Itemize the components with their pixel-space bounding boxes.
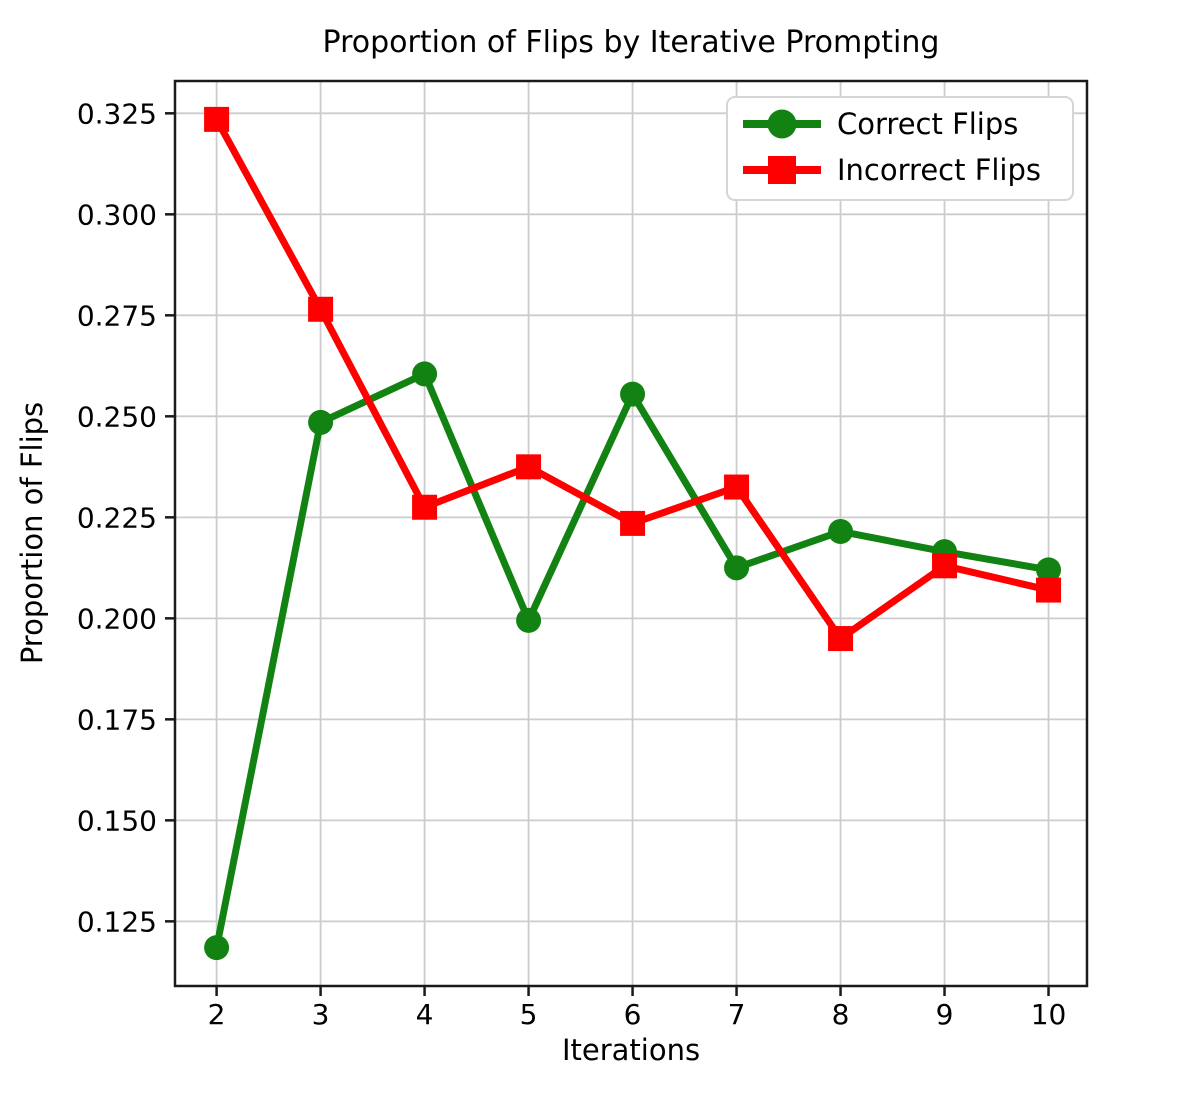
data-point-correct-flips bbox=[1036, 557, 1062, 583]
data-point-incorrect-flips bbox=[516, 454, 542, 480]
data-point-incorrect-flips bbox=[204, 106, 230, 132]
data-point-correct-flips bbox=[308, 409, 334, 435]
legend-marker-square bbox=[768, 156, 796, 184]
data-point-incorrect-flips bbox=[828, 626, 854, 652]
data-point-incorrect-flips bbox=[620, 510, 646, 536]
x-tick-label: 9 bbox=[936, 998, 954, 1031]
series-layer bbox=[204, 106, 1062, 961]
x-tick-label: 4 bbox=[416, 998, 434, 1031]
data-point-incorrect-flips bbox=[1036, 577, 1062, 603]
legend-label-incorrect-flips: Incorrect Flips bbox=[837, 153, 1041, 187]
data-point-correct-flips bbox=[724, 555, 750, 581]
legend-marker-circle bbox=[767, 109, 797, 139]
data-point-incorrect-flips bbox=[308, 296, 334, 322]
data-point-correct-flips bbox=[412, 361, 438, 387]
tick-layer: 2 3 4 5 6 7 8 9 10 0.125 0.150 0.175 0.200 0.225 0.250… bbox=[77, 97, 1067, 1031]
legend: Correct Flips Incorrect Flips bbox=[726, 96, 1074, 201]
legend-label-correct-flips: Correct Flips bbox=[837, 107, 1018, 141]
chart-title: Proportion of Flips by Iterative Prompti… bbox=[323, 25, 940, 60]
y-axis-label: Proportion of Flips bbox=[15, 402, 49, 664]
y-tick-label: 0.175 bbox=[77, 703, 157, 736]
x-tick-label: 2 bbox=[208, 998, 226, 1031]
x-tick-label: 10 bbox=[1031, 998, 1067, 1031]
x-tick-label: 8 bbox=[832, 998, 850, 1031]
y-tick-label: 0.275 bbox=[77, 299, 157, 332]
y-tick-label: 0.225 bbox=[77, 501, 157, 534]
data-point-incorrect-flips bbox=[932, 553, 958, 579]
y-tick-label: 0.325 bbox=[77, 97, 157, 130]
y-tick-label: 0.300 bbox=[77, 198, 157, 231]
x-axis-label: Iterations bbox=[562, 1033, 700, 1067]
data-point-incorrect-flips bbox=[412, 494, 438, 520]
data-point-incorrect-flips bbox=[724, 474, 750, 500]
y-tick-label: 0.200 bbox=[77, 602, 157, 635]
data-point-correct-flips bbox=[620, 381, 646, 407]
x-tick-label: 5 bbox=[520, 998, 538, 1031]
plot-border-rect bbox=[173, 79, 1089, 988]
data-point-correct-flips bbox=[516, 607, 542, 633]
plot-border bbox=[173, 79, 1089, 988]
y-tick-label: 0.250 bbox=[77, 400, 157, 433]
x-tick-label: 6 bbox=[624, 998, 642, 1031]
y-tick-label: 0.125 bbox=[77, 905, 157, 938]
x-tick-label: 7 bbox=[728, 998, 746, 1031]
data-point-correct-flips bbox=[828, 518, 854, 544]
x-tick-label: 3 bbox=[312, 998, 330, 1031]
data-point-correct-flips bbox=[204, 935, 230, 961]
y-tick-label: 0.150 bbox=[77, 804, 157, 837]
